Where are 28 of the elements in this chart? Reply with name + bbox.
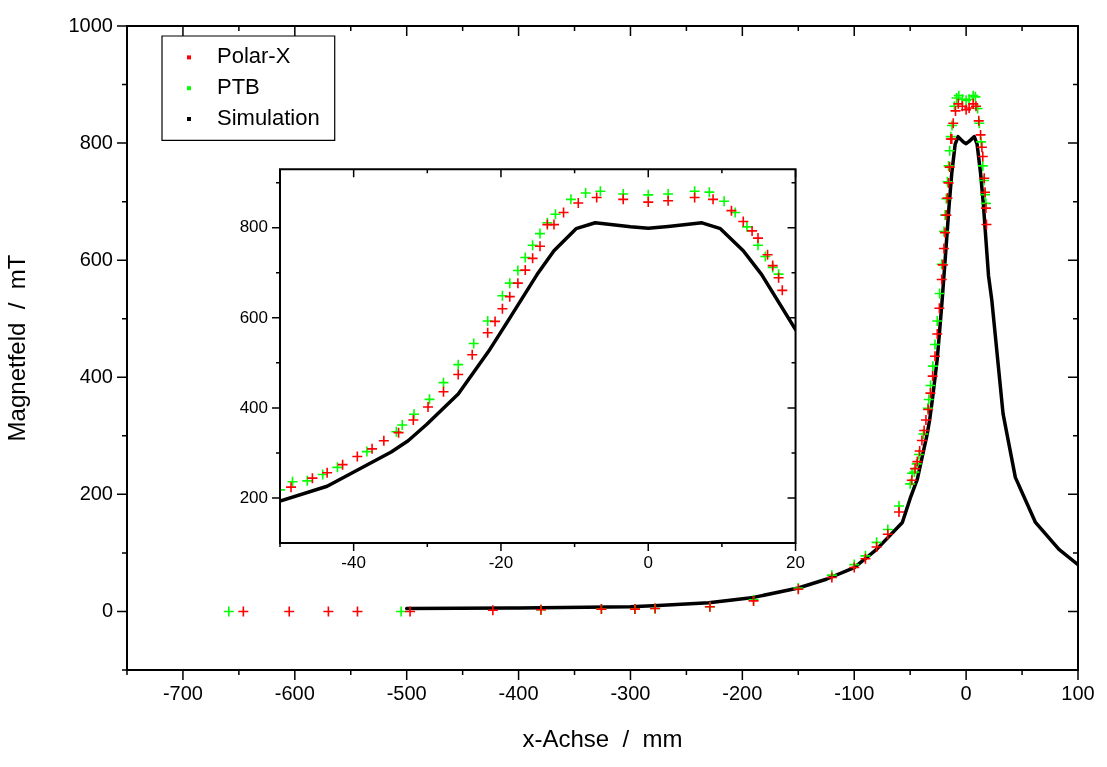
y-tick-label: 600 bbox=[79, 247, 113, 270]
x-tick-label: -400 bbox=[498, 681, 539, 704]
x-tick-label: -40 bbox=[341, 552, 366, 572]
y-tick-label: 800 bbox=[239, 217, 268, 237]
legend-label: Polar-X bbox=[217, 43, 291, 69]
y-tick-label: 400 bbox=[239, 397, 268, 417]
x-tick-label: 0 bbox=[643, 552, 653, 572]
x-tick-label: -300 bbox=[610, 681, 651, 704]
x-tick-label: 100 bbox=[1061, 681, 1095, 704]
x-axis-title: x-Achse / mm bbox=[522, 725, 683, 753]
x-tick-label: -20 bbox=[488, 552, 514, 572]
x-tick-label: 0 bbox=[960, 681, 972, 704]
y-tick-label: 1000 bbox=[68, 13, 113, 36]
y-tick-label: 400 bbox=[79, 364, 113, 387]
y-axis-title: Magnetfeld / mT bbox=[3, 254, 31, 442]
x-tick-label: -500 bbox=[386, 681, 427, 704]
y-tick-label: 800 bbox=[79, 130, 113, 153]
x-tick-label: -200 bbox=[722, 681, 763, 704]
legend-label: Simulation bbox=[217, 105, 320, 131]
y-tick-label: 200 bbox=[79, 481, 113, 504]
y-tick-label: 0 bbox=[101, 598, 113, 621]
y-tick-label: 600 bbox=[239, 307, 268, 327]
y-tick-label: 200 bbox=[239, 487, 268, 507]
x-tick-label: -600 bbox=[274, 681, 315, 704]
x-tick-label: -700 bbox=[162, 681, 203, 704]
legend-label: PTB bbox=[217, 74, 260, 100]
x-tick-label: -100 bbox=[834, 681, 875, 704]
x-tick-label: 20 bbox=[786, 552, 806, 572]
